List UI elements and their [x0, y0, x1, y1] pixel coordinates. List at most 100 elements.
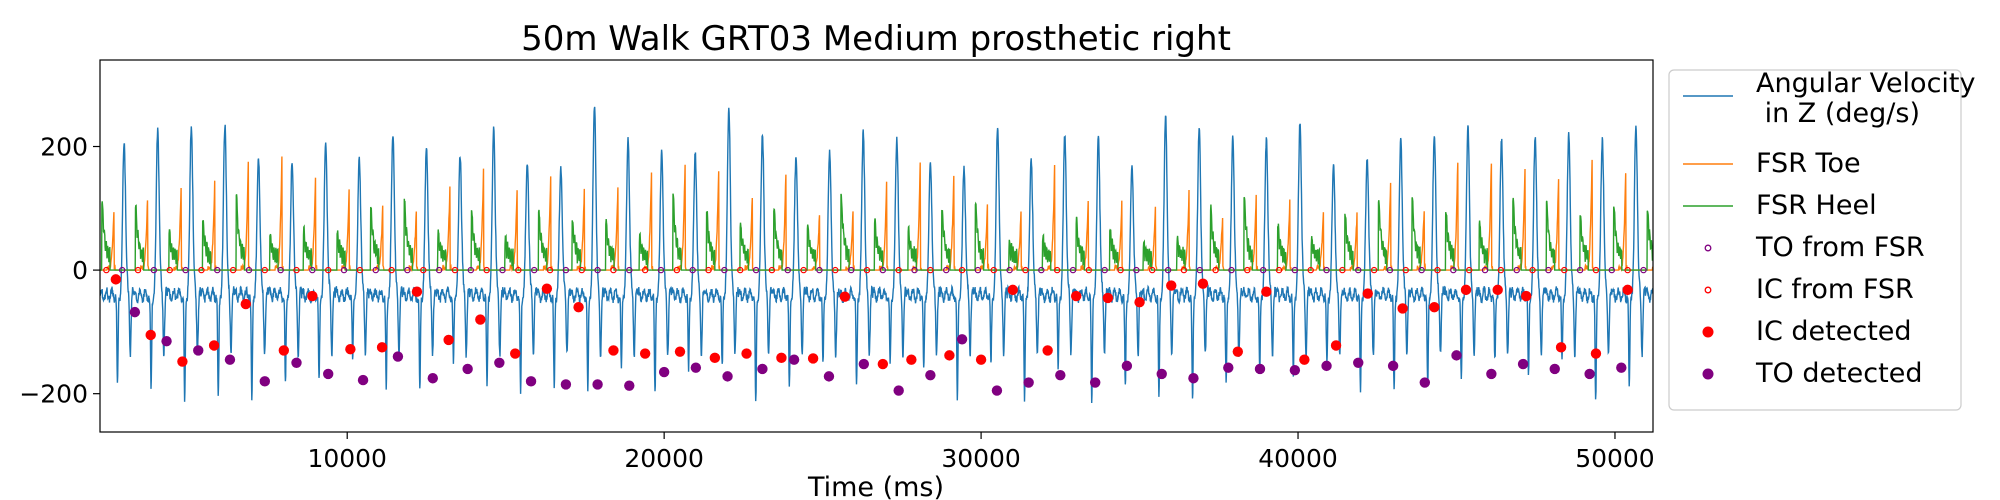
ic-detected-point: [240, 298, 251, 310]
to-fsr-point: [1640, 266, 1647, 274]
to-detected-point: [722, 371, 733, 382]
ic-detected-point: [807, 353, 819, 364]
ic-fsr-point: [1180, 266, 1188, 274]
to-fsr-point: [150, 266, 158, 274]
ic-fsr-point: [1212, 266, 1219, 274]
legend-label-angular-velocity-in-z-deg-s: Angular Velocity in Z (deg/s): [1756, 68, 1976, 129]
ic-fsr-point: [324, 266, 332, 274]
to-detected-point: [1321, 360, 1332, 372]
ic-detected-point: [110, 274, 122, 285]
ic-detected-point: [975, 354, 987, 365]
to-detected-point: [193, 345, 204, 356]
ic-fsr-point: [229, 266, 237, 274]
ic-fsr-point: [1022, 266, 1029, 274]
legend-marker-ic-detected: [1702, 326, 1714, 338]
to-detected-point: [956, 334, 968, 345]
ic-detected-point: [608, 345, 619, 356]
ic-fsr-point: [546, 266, 554, 274]
to-fsr-point: [1323, 266, 1330, 274]
to-fsr-point: [689, 266, 696, 274]
to-fsr-point: [1069, 266, 1077, 274]
legend-label-ic-from-fsr: IC from FSR: [1756, 274, 1914, 305]
ic-detected-point: [475, 314, 486, 325]
to-detected-point: [1188, 373, 1199, 384]
ic-detected-point: [1166, 280, 1177, 291]
plot-markers: [103, 266, 1647, 396]
ic-detected-point: [177, 356, 188, 367]
to-fsr-point: [721, 266, 728, 274]
ic-detected-point: [1134, 297, 1145, 308]
x-tick-label: 30000: [941, 444, 1021, 473]
legend-marker-to-from-fsr: [1704, 244, 1712, 252]
to-detected-point: [1254, 363, 1266, 375]
ic-detected-point: [1590, 348, 1602, 359]
ic-fsr-point: [578, 266, 585, 274]
ic-fsr-point: [610, 266, 617, 274]
ic-fsr-point: [1434, 266, 1441, 274]
to-detected-point: [1353, 357, 1364, 368]
series-line-angular-velocity: [100, 106, 1653, 404]
to-fsr-point: [1608, 266, 1615, 274]
to-detected-point: [757, 363, 768, 375]
to-fsr-point: [1259, 266, 1267, 274]
ic-fsr-point: [515, 266, 522, 274]
to-detected-point: [560, 379, 572, 390]
to-detected-point: [858, 358, 870, 370]
ic-fsr-point: [863, 266, 871, 274]
x-axis: 10000 20000 30000 40000 50000: [307, 432, 1655, 473]
ic-fsr-point: [895, 266, 902, 274]
legend-box: [1668, 69, 1962, 411]
to-fsr-point: [1450, 266, 1457, 274]
to-detected-point: [494, 357, 505, 368]
to-fsr-point: [879, 266, 887, 274]
ic-fsr-point: [1244, 266, 1251, 274]
to-fsr-point: [816, 266, 823, 274]
to-detected-point: [893, 385, 904, 396]
ic-detected-point: [376, 342, 388, 353]
to-detected-point: [1549, 363, 1560, 375]
ic-detected-point: [1397, 303, 1408, 314]
to-detected-point: [1156, 368, 1167, 380]
ic-detected-point: [1102, 292, 1114, 304]
x-axis-label: Time (ms): [807, 472, 944, 500]
to-fsr-point: [1513, 266, 1520, 274]
ic-fsr-point: [705, 266, 712, 274]
ic-fsr-point: [1370, 266, 1378, 274]
to-fsr-point: [1196, 266, 1203, 274]
to-detected-point: [291, 357, 302, 368]
ic-detected-point: [1197, 278, 1209, 289]
to-detected-point: [1121, 360, 1133, 372]
to-fsr-point: [531, 266, 538, 274]
to-fsr-point: [1038, 266, 1045, 274]
ic-fsr-point: [1529, 266, 1536, 274]
to-fsr-point: [1291, 266, 1299, 274]
to-fsr-point: [1481, 266, 1489, 274]
ic-detected-point: [345, 343, 356, 355]
ic-fsr-point: [768, 266, 776, 274]
ic-fsr-point: [832, 266, 839, 274]
ic-fsr-point: [737, 266, 744, 274]
to-fsr-point: [118, 266, 126, 274]
to-fsr-point: [214, 266, 221, 274]
to-fsr-point: [943, 266, 950, 274]
ic-fsr-point: [1085, 266, 1093, 274]
to-detected-point: [1387, 360, 1399, 372]
to-fsr-point: [1228, 266, 1235, 274]
ic-detected-point: [509, 348, 521, 359]
ic-fsr-point: [673, 266, 681, 274]
to-fsr-point: [1164, 266, 1172, 274]
ic-fsr-point: [1561, 266, 1568, 274]
to-fsr-point: [245, 266, 253, 274]
ic-fsr-point: [261, 266, 269, 274]
to-fsr-point: [847, 266, 855, 274]
to-fsr-point: [340, 266, 348, 274]
to-fsr-point: [562, 266, 570, 274]
to-fsr-point: [974, 266, 982, 274]
ic-fsr-point: [1117, 266, 1124, 274]
to-fsr-point: [499, 266, 506, 274]
ic-fsr-point: [1402, 266, 1409, 274]
to-detected-point: [1289, 365, 1301, 376]
to-fsr-point: [1355, 266, 1362, 274]
ic-fsr-point: [388, 266, 395, 274]
ic-detected-point: [776, 352, 787, 364]
